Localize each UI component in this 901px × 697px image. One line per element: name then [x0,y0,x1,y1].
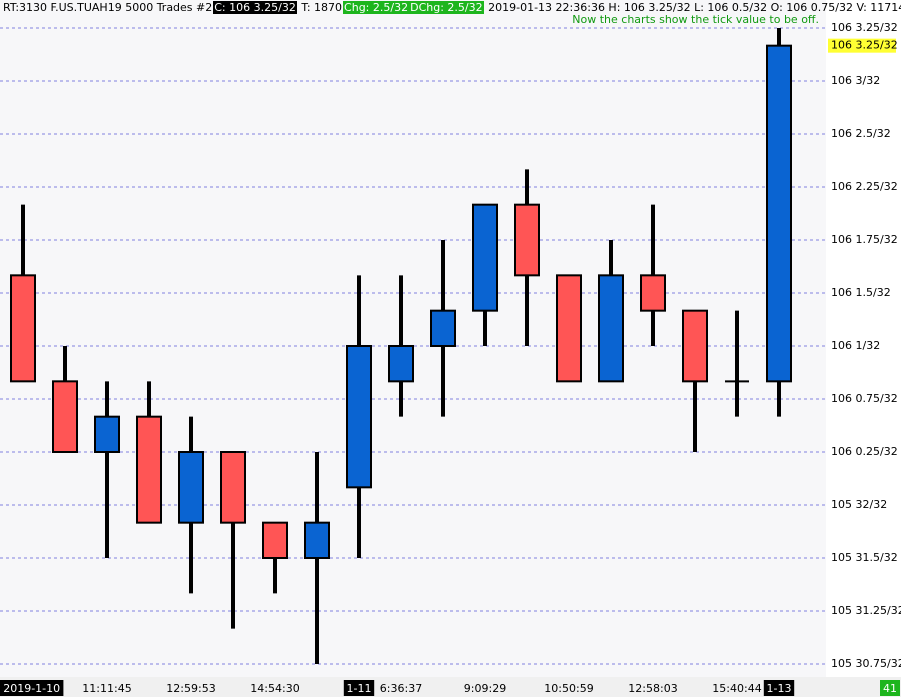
y-tick-label: 106 2.25/32 [831,180,898,193]
candle-body [556,274,582,383]
y-tick-label: 105 31.25/32 [831,604,901,617]
date-marker [343,680,375,696]
x-tick-label: 9:09:29 [464,682,506,695]
candle-body [388,345,414,383]
header: RT:3130 F.US.TUAH19 5000 Trades #2 C: 106… [2,0,901,16]
x-tick-label: 6:36:37 [380,682,422,695]
candle-body [136,415,162,524]
candle-body [94,415,120,453]
x-tick-label: 12:58:03 [628,682,677,695]
candle-body [514,203,540,277]
stats: 2019-01-13 22:36:36 H: 106 3.25/32 L: 10… [488,1,901,14]
candle-body [598,274,624,383]
y-tick-label: 106 2.5/32 [831,127,891,140]
last-price-label: 106 3.25/32 [831,39,898,52]
daily-change-box: DChg: 2.5/32 [409,1,484,14]
date-marker [763,680,795,696]
candle-body [304,521,330,560]
change-box: Chg: 2.5/32 [343,1,410,14]
candle-body [178,451,204,524]
y-tick-label: 105 30.75/32 [831,657,901,670]
candle-body [430,309,456,347]
close-box: C: 106 3.25/32 [213,1,297,14]
date-marker [0,680,64,696]
y-tick-label: 106 0.75/32 [831,392,898,405]
x-tick-label: 14:54:30 [250,682,299,695]
candle-body [52,380,78,454]
y-tick-label: 106 0.25/32 [831,445,898,458]
x-tick-label: 15:40:44 [712,682,761,695]
candle-body [220,451,246,524]
ticks: T: 1870 [301,1,343,14]
candle-body [640,274,666,312]
y-tick-label: 106 3.25/32 [831,21,898,34]
y-tick-label: 105 31.5/32 [831,551,898,564]
symbol: RT:3130 F.US.TUAH19 5000 Trades #2 [3,1,213,14]
x-tick-label: 12:59:53 [166,682,215,695]
annotation: Now the charts show the tick value to be… [572,13,819,26]
candle-body [766,44,792,383]
x-tick-label: 11:11:45 [82,682,131,695]
x-tick-label: 1-13 [767,682,792,695]
y-tick-label: 106 3/32 [831,74,880,87]
candle-body [472,203,498,312]
candle-body [346,345,372,489]
y-tick-label: 105 32/32 [831,498,887,511]
x-tick-label: 10:50:59 [544,682,593,695]
axis-panel [826,0,901,677]
last-price-box [828,38,896,53]
badge-box [880,680,900,696]
x-tick-label: 2019-1-10 [3,682,60,695]
candle-body [682,309,708,383]
y-tick-label: 106 1/32 [831,339,880,352]
candle-body [10,274,36,383]
candle-body [262,521,288,560]
footer-badge: 41 [883,682,897,695]
x-tick-label: 1-11 [347,682,372,695]
y-tick-label: 106 1.5/32 [831,286,891,299]
y-tick-label: 106 1.75/32 [831,233,898,246]
time-axis-panel [0,677,901,697]
